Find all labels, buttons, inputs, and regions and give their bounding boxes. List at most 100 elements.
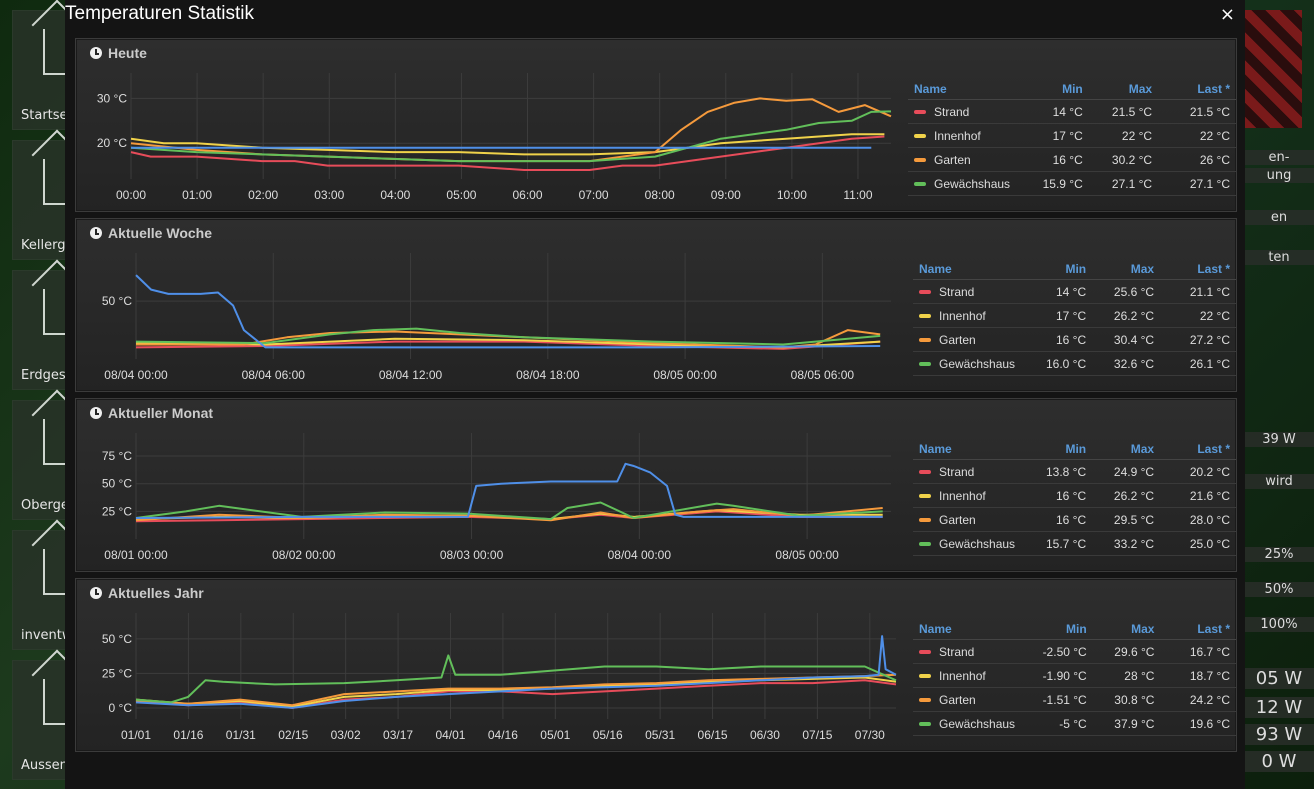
legend-row[interactable]: Garten 16 °C 29.5 °C 28.0 °C bbox=[913, 507, 1236, 532]
x-tick-label: 03/17 bbox=[383, 728, 413, 742]
legend-max-value: 26.2 °C bbox=[1092, 483, 1161, 508]
legend-min-value: -2.50 °C bbox=[1031, 639, 1093, 664]
legend-header-max[interactable]: Max bbox=[1092, 619, 1161, 640]
legend-header-name[interactable]: Name bbox=[913, 619, 1032, 640]
legend-max-value: 29.6 °C bbox=[1092, 639, 1161, 664]
legend-header-name[interactable]: Name bbox=[913, 439, 1033, 460]
x-tick-label: 01:00 bbox=[182, 188, 212, 202]
series-swatch bbox=[914, 182, 926, 187]
series-name: Garten bbox=[939, 692, 976, 707]
background-tile[interactable]: inventw bbox=[12, 530, 87, 650]
tile-label: Erdgesc bbox=[21, 368, 73, 383]
legend-row[interactable]: Innenhof 17 °C 22 °C 22 °C bbox=[908, 123, 1236, 148]
series-swatch bbox=[919, 470, 931, 475]
series-name: Innenhof bbox=[939, 668, 986, 683]
panel-title-text: Aktuelle Woche bbox=[108, 225, 212, 241]
line-chart: 01/01 01/16 01/31 02/15 03/02 03/17 04/01 04/16… bbox=[102, 613, 897, 742]
x-tick-label: 08/01 00:00 bbox=[104, 548, 168, 562]
x-tick-label: 08/04 18:00 bbox=[516, 368, 580, 382]
legend-min-value: -1.90 °C bbox=[1031, 663, 1093, 688]
y-tick-label: 0 °C bbox=[109, 701, 133, 715]
y-tick-label: 20 °C bbox=[97, 136, 127, 150]
legend-row[interactable]: Innenhof 16 °C 26.2 °C 21.6 °C bbox=[913, 483, 1236, 508]
legend-max-value: 24.9 °C bbox=[1092, 459, 1161, 484]
panel-title: Aktuelle Woche bbox=[90, 225, 212, 241]
legend-min-value: -5 °C bbox=[1031, 711, 1093, 736]
x-tick-label: 07/15 bbox=[802, 728, 832, 742]
series-swatch bbox=[919, 650, 931, 655]
legend-row[interactable]: Garten 16 °C 30.2 °C 26 °C bbox=[908, 147, 1236, 172]
legend-header-min[interactable]: Min bbox=[1028, 79, 1089, 100]
line-chart: 08/04 00:00 08/04 06:00 08/04 12:00 08/04 1… bbox=[102, 253, 891, 382]
legend-header-last[interactable]: Last * bbox=[1160, 619, 1236, 640]
legend-header-last[interactable]: Last * bbox=[1160, 439, 1236, 460]
y-tick-label: 50 °C bbox=[102, 477, 132, 491]
line-chart: 00:00 01:00 02:00 03:00 04:00 05:00 06:00 07:00… bbox=[97, 73, 892, 202]
panel-title-text: Heute bbox=[108, 45, 147, 61]
alarm-stripes-tile bbox=[1242, 10, 1302, 128]
legend-header-max[interactable]: Max bbox=[1092, 259, 1161, 280]
legend-row[interactable]: Gewächshaus -5 °C 37.9 °C 19.6 °C bbox=[913, 711, 1236, 736]
legend-last-value: 21.1 °C bbox=[1160, 279, 1236, 304]
legend-header-max[interactable]: Max bbox=[1092, 439, 1161, 460]
panel-title-text: Aktueller Monat bbox=[108, 405, 214, 421]
legend-row[interactable]: Innenhof -1.90 °C 28 °C 18.7 °C bbox=[913, 663, 1236, 688]
series-swatch bbox=[919, 674, 931, 679]
x-tick-label: 04/16 bbox=[488, 728, 518, 742]
background-tile[interactable]: Aussen bbox=[12, 660, 87, 780]
series-name: Innenhof bbox=[939, 308, 986, 323]
series-name: Gewächshaus bbox=[939, 536, 1016, 551]
legend-min-value: 16 °C bbox=[1032, 507, 1093, 532]
series-swatch bbox=[914, 158, 926, 163]
x-tick-label: 01/01 bbox=[121, 728, 151, 742]
background-value: ten bbox=[1244, 250, 1314, 265]
legend-last-value: 26 °C bbox=[1158, 147, 1236, 172]
close-icon[interactable]: × bbox=[1219, 4, 1235, 25]
legend-min-value: 17 °C bbox=[1028, 123, 1089, 148]
clock-icon bbox=[90, 407, 102, 419]
legend-header-name[interactable]: Name bbox=[913, 259, 1033, 280]
x-tick-label: 01/31 bbox=[226, 728, 256, 742]
x-tick-label: 02/15 bbox=[278, 728, 308, 742]
legend-row[interactable]: Gewächshaus 16.0 °C 32.6 °C 26.1 °C bbox=[913, 351, 1236, 376]
legend-row[interactable]: Strand 14 °C 21.5 °C 21.5 °C bbox=[908, 99, 1236, 124]
legend-row[interactable]: Innenhof 17 °C 26.2 °C 22 °C bbox=[913, 303, 1236, 328]
x-tick-label: 08:00 bbox=[645, 188, 675, 202]
legend-header-name[interactable]: Name bbox=[908, 79, 1029, 100]
legend-row[interactable]: Gewächshaus 15.9 °C 27.1 °C 27.1 °C bbox=[908, 171, 1236, 196]
y-tick-label: 30 °C bbox=[97, 91, 127, 105]
legend-row[interactable]: Strand -2.50 °C 29.6 °C 16.7 °C bbox=[913, 639, 1236, 664]
legend-min-value: 16 °C bbox=[1032, 483, 1093, 508]
background-tile[interactable]: Startsei bbox=[12, 10, 87, 130]
legend-max-value: 32.6 °C bbox=[1092, 351, 1161, 376]
legend-row[interactable]: Strand 14 °C 25.6 °C 21.1 °C bbox=[913, 279, 1236, 304]
series-swatch bbox=[919, 542, 931, 547]
legend-header-last[interactable]: Last * bbox=[1158, 79, 1236, 100]
legend-max-value: 21.5 °C bbox=[1088, 99, 1159, 124]
y-tick-label: 50 °C bbox=[102, 632, 132, 646]
series-line-sensor bbox=[135, 635, 897, 709]
legend-header-max[interactable]: Max bbox=[1088, 79, 1159, 100]
background-value: 25% bbox=[1244, 547, 1314, 562]
legend-table: Name Min Max Last * Strand 13.8 °C 24.9 °C 20.2… bbox=[913, 439, 1236, 556]
legend-header-min[interactable]: Min bbox=[1031, 619, 1093, 640]
series-swatch bbox=[919, 338, 931, 343]
chart-panel-1: Aktuelle Woche 08/04 00:00 08/04 06:00 08/0… bbox=[75, 218, 1237, 392]
legend-last-value: 27.2 °C bbox=[1160, 327, 1236, 352]
x-tick-label: 05:00 bbox=[446, 188, 476, 202]
legend-header-min[interactable]: Min bbox=[1032, 439, 1093, 460]
x-tick-label: 06/15 bbox=[698, 728, 728, 742]
x-tick-label: 10:00 bbox=[777, 188, 807, 202]
series-name: Innenhof bbox=[934, 128, 981, 143]
legend-row[interactable]: Gewächshaus 15.7 °C 33.2 °C 25.0 °C bbox=[913, 531, 1236, 556]
modal-title: Temperaturen Statistik bbox=[65, 3, 255, 24]
legend-row[interactable]: Garten -1.51 °C 30.8 °C 24.2 °C bbox=[913, 687, 1236, 712]
legend-header-min[interactable]: Min bbox=[1032, 259, 1093, 280]
series-name: Strand bbox=[934, 104, 970, 119]
legend-row[interactable]: Garten 16 °C 30.4 °C 27.2 °C bbox=[913, 327, 1236, 352]
y-tick-label: 25 °C bbox=[102, 666, 132, 680]
background-value: 100% bbox=[1244, 617, 1314, 632]
legend-header-last[interactable]: Last * bbox=[1160, 259, 1236, 280]
x-tick-label: 03:00 bbox=[314, 188, 344, 202]
legend-row[interactable]: Strand 13.8 °C 24.9 °C 20.2 °C bbox=[913, 459, 1236, 484]
